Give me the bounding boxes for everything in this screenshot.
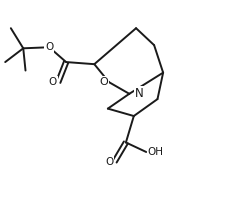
Text: O: O (99, 77, 108, 87)
Text: O: O (45, 42, 53, 52)
Text: OH: OH (147, 147, 163, 157)
Text: N: N (135, 87, 144, 100)
Text: O: O (105, 157, 114, 167)
Text: O: O (49, 77, 57, 87)
